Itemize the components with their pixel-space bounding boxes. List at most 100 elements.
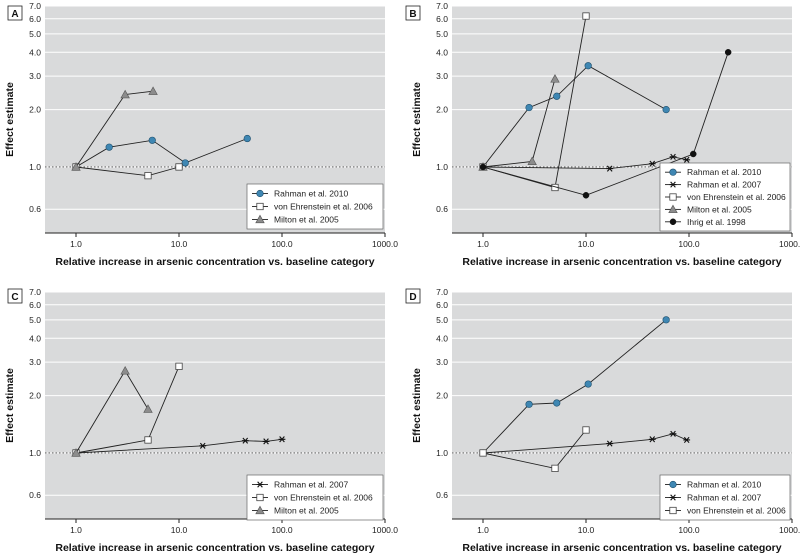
y-tick-label: 0.6 (29, 204, 41, 214)
legend-label: von Ehrenstein et al. 2006 (274, 202, 373, 212)
data-point (690, 150, 697, 158)
x-tick-label: 10.0 (171, 525, 188, 535)
legend-marker (669, 218, 677, 226)
panel-label-box (405, 288, 421, 304)
legend-label: Milton et al. 2005 (687, 204, 752, 214)
y-tick-label: 6.0 (436, 14, 448, 24)
y-tick-label: 2.0 (436, 105, 448, 115)
x-axis-label: Relative increase in arsenic concentrati… (55, 256, 374, 268)
panel-label-box (7, 288, 23, 304)
panel-a: 0.6 1.0 2.0 3.0 4.0 5.0 6.0 7.0 1.0 10.0 100.0 1000… (4, 1, 398, 268)
data-point (550, 74, 560, 83)
legend-marker (669, 506, 677, 515)
data-point (662, 316, 670, 324)
y-tick-label: 3.0 (436, 357, 448, 367)
x-tick-label: 100.0 (271, 239, 293, 249)
y-tick-label: 6.0 (436, 300, 448, 310)
data-point (243, 134, 251, 143)
data-point (105, 143, 113, 151)
data-point (669, 430, 677, 437)
y-tick-label: 4.0 (29, 333, 41, 343)
data-point (262, 438, 270, 445)
panel-label: C (11, 292, 18, 303)
data-point (553, 399, 561, 407)
legend-label: Ihrig et al. 1998 (687, 217, 746, 227)
legend-box (659, 474, 791, 521)
x-tick-label: 1000.0 (372, 525, 398, 535)
data-point (120, 89, 130, 99)
legend-marker (256, 493, 264, 502)
legend-marker (669, 168, 677, 176)
y-tick-label: 3.0 (436, 71, 448, 81)
data-point (175, 163, 183, 171)
panel-label-box (405, 5, 421, 21)
legend: Rahman et al. 2010 Rahman et al. 2007 von … (659, 162, 791, 232)
y-axis-label: Effect estimate (411, 368, 423, 443)
x-tick-label: 10.0 (578, 525, 595, 535)
data-point (479, 449, 487, 457)
legend-label: Rahman et al. 2007 (687, 493, 761, 503)
y-axis-label: Effect estimate (4, 368, 16, 443)
data-point (71, 448, 81, 457)
y-tick-label: 1.0 (436, 448, 448, 458)
x-tick-label: 100.0 (271, 525, 293, 535)
legend-box (659, 162, 791, 232)
y-tick-label: 5.0 (29, 29, 41, 39)
x-tick-label: 1.0 (70, 525, 82, 535)
data-point (525, 103, 533, 112)
y-tick-label: 0.6 (29, 490, 41, 500)
x-tick-label: 10.0 (171, 239, 188, 249)
data-point (241, 437, 249, 444)
x-tick-label: 1000.0 (372, 239, 398, 249)
panel-label: B (409, 9, 416, 20)
y-tick-label: 0.6 (436, 204, 448, 214)
data-point (199, 442, 207, 449)
y-tick-label: 0.6 (436, 490, 448, 500)
legend-label: Rahman et al. 2010 (687, 167, 761, 177)
series-2 (71, 365, 153, 457)
panel-label-box (7, 5, 23, 21)
x-axis-label: Relative increase in arsenic concentrati… (55, 542, 374, 554)
x-tick-label: 100.0 (678, 239, 700, 249)
data-point (648, 436, 656, 443)
data-point (175, 362, 183, 370)
data-point (582, 12, 590, 20)
legend-label: Rahman et al. 2010 (274, 189, 348, 199)
legend-marker (256, 481, 264, 488)
panel-label: D (409, 292, 416, 303)
x-tick-label: 1.0 (477, 239, 489, 249)
legend-box (246, 474, 384, 521)
data-point (551, 464, 559, 472)
data-point (606, 165, 614, 172)
y-tick-label: 3.0 (29, 71, 41, 81)
legend-label: Milton et al. 2005 (274, 215, 339, 225)
y-tick-label: 5.0 (436, 315, 448, 325)
data-point (584, 62, 592, 70)
legend-label: Rahman et al. 2007 (274, 480, 348, 490)
legend-marker (256, 202, 264, 211)
legend-marker (256, 189, 264, 198)
panel-b: 0.6 1.0 2.0 3.0 4.0 5.0 6.0 7.0 1.0 10.0 100.0 1000… (405, 1, 800, 268)
data-point (553, 92, 561, 100)
y-tick-label: 7.0 (436, 1, 448, 11)
legend-marker (669, 480, 677, 489)
panel-label: A (11, 9, 18, 20)
legend-label: Milton et al. 2005 (274, 506, 339, 516)
legend-box (246, 183, 384, 230)
panel-c: 0.6 1.0 2.0 3.0 4.0 5.0 6.0 7.0 1.0 10.0 100.0 1000… (4, 287, 398, 554)
data-point (148, 86, 158, 95)
y-tick-label: 4.0 (436, 47, 448, 57)
y-tick-label: 6.0 (29, 14, 41, 24)
y-tick-label: 1.0 (29, 162, 41, 172)
legend-marker (669, 193, 677, 201)
data-point (582, 192, 590, 199)
series-line (482, 52, 729, 196)
y-tick-label: 5.0 (436, 29, 448, 39)
y-tick-label: 3.0 (29, 357, 41, 367)
data-point (181, 159, 189, 167)
y-tick-label: 2.0 (436, 391, 448, 401)
legend-label: von Ehrenstein et al. 2006 (687, 192, 786, 202)
data-point (606, 440, 614, 447)
series-2 (71, 86, 158, 171)
